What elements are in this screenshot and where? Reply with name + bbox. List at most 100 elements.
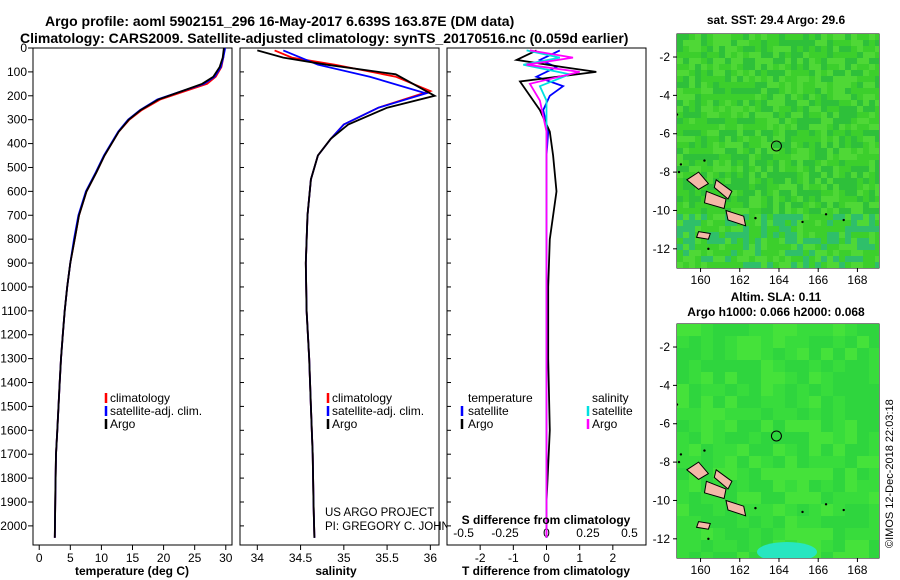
map-cell (773, 88, 779, 94)
map-cell (761, 118, 767, 124)
map-cell (773, 444, 785, 456)
map-cell (851, 106, 857, 112)
map-cell (737, 492, 749, 504)
map-cell (725, 136, 731, 142)
series-line (53, 48, 225, 538)
map-cell (761, 324, 773, 336)
map-cell (707, 124, 713, 130)
map-cell (785, 142, 791, 148)
map-cell (797, 250, 803, 256)
map-cell (707, 148, 713, 154)
map-cell (749, 396, 761, 408)
map-cell (869, 528, 879, 540)
map-cell (749, 432, 761, 444)
map-cell (737, 456, 749, 468)
map-cell (839, 130, 845, 136)
map-cell (791, 112, 797, 118)
map-cell (845, 88, 851, 94)
map-cell (731, 142, 737, 148)
map-cell (839, 190, 845, 196)
map-cell (875, 34, 879, 40)
x2-tick-label: -0.25 (491, 526, 519, 540)
map-cell (821, 172, 827, 178)
map-cell (689, 184, 695, 190)
map-cell (725, 82, 731, 88)
map-cell (827, 58, 833, 64)
map-cell (797, 64, 803, 70)
map-cell (785, 154, 791, 160)
legend-label: satellite (592, 404, 633, 418)
map-cell (797, 142, 803, 148)
y-tick-label: 100 (7, 65, 27, 79)
map-cell (845, 82, 851, 88)
map-cell (869, 432, 879, 444)
map-cell (749, 76, 755, 82)
map-cell (869, 70, 875, 76)
map-cell (809, 184, 815, 190)
island (842, 508, 845, 512)
map-cell (803, 184, 809, 190)
map-cell (761, 214, 767, 220)
island (725, 499, 747, 517)
map-cell (839, 112, 845, 118)
map-cell (863, 202, 869, 208)
map-cell (875, 46, 879, 52)
map-cell (749, 160, 755, 166)
map-cell (875, 52, 879, 58)
map-cell (869, 226, 875, 232)
y-tick-label: 0 (20, 41, 27, 55)
map-cell (773, 504, 785, 516)
map-cell (857, 124, 863, 130)
map-cell (875, 166, 879, 172)
map-cell (845, 516, 857, 528)
map-cell (869, 106, 875, 112)
map-cell (869, 348, 879, 360)
map-cell (737, 172, 743, 178)
map-cell (785, 360, 797, 372)
map-cell (749, 172, 755, 178)
map-cell (869, 184, 875, 190)
map-cell (695, 154, 701, 160)
map-cell (845, 384, 857, 396)
map-cell (833, 40, 839, 46)
map-cell (707, 214, 713, 220)
map-cell (869, 130, 875, 136)
map-cell (677, 528, 689, 540)
map-cell (677, 88, 683, 94)
map-cell (713, 262, 719, 268)
map-cell (677, 444, 689, 456)
map-cell (749, 112, 755, 118)
map-cell (677, 64, 683, 70)
map-cell (815, 262, 821, 268)
map-cell (701, 540, 713, 552)
map-cell (677, 154, 683, 160)
map-cell (767, 262, 773, 268)
map-cell (743, 160, 749, 166)
map-cell (821, 348, 833, 360)
map-cell (863, 178, 869, 184)
map-cell (683, 34, 689, 40)
y-tick-label: 700 (7, 208, 27, 222)
map-cell (701, 372, 713, 384)
map-cell (695, 100, 701, 106)
map-cell (707, 106, 713, 112)
map-cell (701, 52, 707, 58)
map-cell (845, 444, 857, 456)
map-cell (851, 100, 857, 106)
map-cell (785, 70, 791, 76)
map-cell (833, 360, 845, 372)
map-cell (785, 190, 791, 196)
map-cell (695, 106, 701, 112)
map-cell (749, 540, 761, 552)
map-cell (869, 480, 879, 492)
map-cell (713, 324, 725, 336)
map-cell (833, 82, 839, 88)
y-tick-label: 1400 (0, 376, 27, 390)
map-cell (761, 408, 773, 420)
map-cell (725, 468, 737, 480)
map-cell (755, 172, 761, 178)
map-cell (755, 238, 761, 244)
map-cell (845, 94, 851, 100)
map-cell (779, 100, 785, 106)
map-cell (869, 244, 875, 250)
